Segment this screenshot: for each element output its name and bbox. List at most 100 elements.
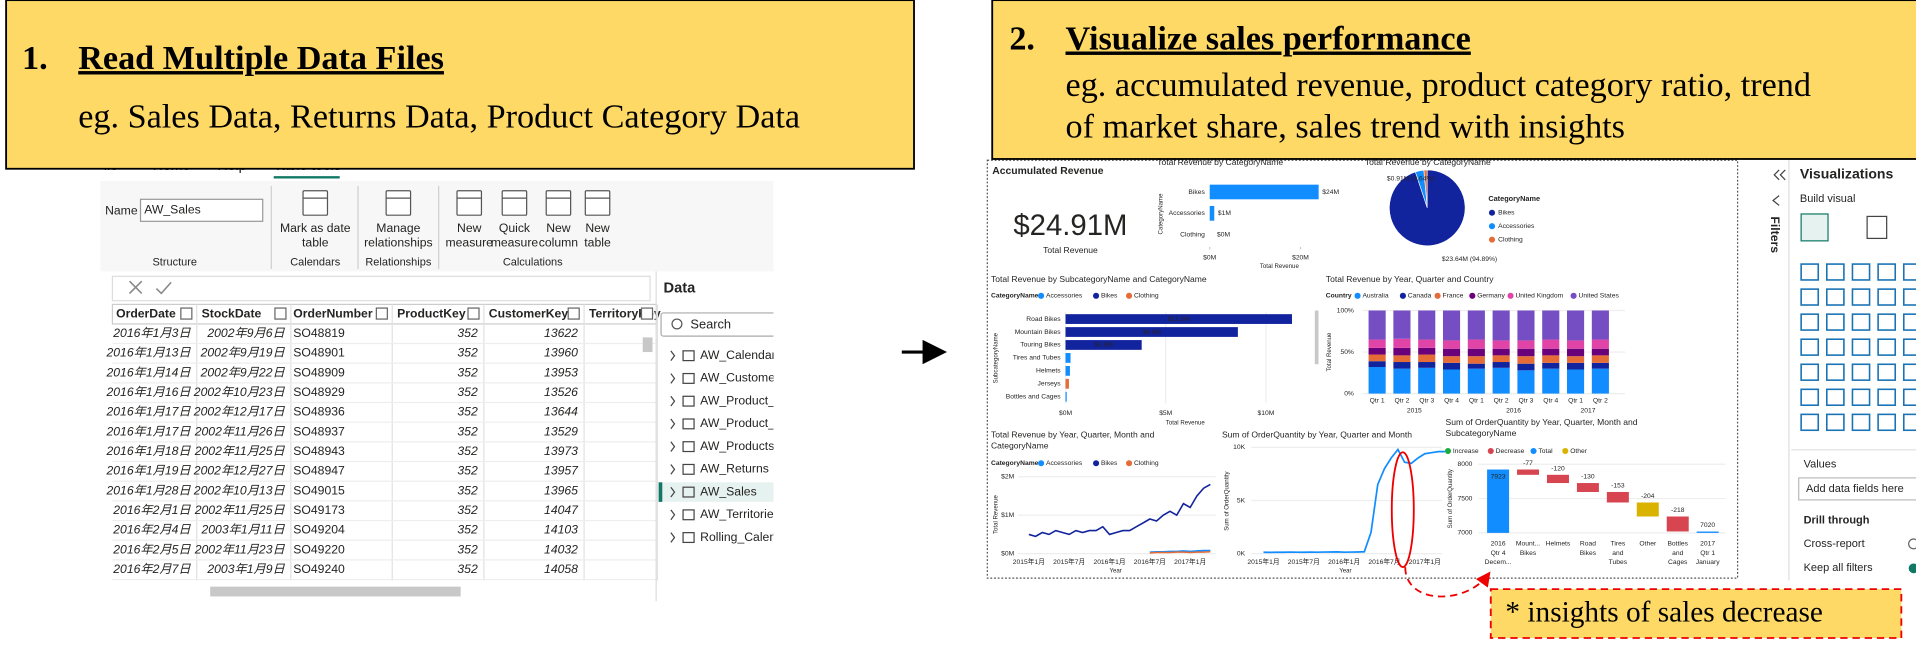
cell: 14103 (544, 523, 578, 537)
visual-icon[interactable] (1877, 313, 1897, 331)
visual-icon[interactable] (1877, 288, 1897, 306)
visual-icon[interactable] (1826, 338, 1845, 356)
cell: 2016年1月13日 (105, 346, 191, 360)
button-label[interactable]: New (546, 221, 571, 235)
button-icon[interactable] (545, 190, 572, 216)
button-label[interactable]: measure (491, 236, 539, 250)
visual-icon[interactable] (1800, 288, 1820, 306)
bar-segment (1492, 340, 1510, 349)
visual-icon[interactable] (1826, 388, 1845, 406)
visual-icon[interactable] (1851, 288, 1871, 306)
column-filter[interactable] (375, 307, 388, 320)
visual-icon[interactable] (1826, 413, 1845, 432)
visual-icon[interactable] (1902, 288, 1916, 306)
visual-icon[interactable] (1877, 413, 1897, 432)
chart-title: Sum of OrderQuantity by Year, Quarter, M… (1446, 417, 1638, 427)
hscroll[interactable] (210, 586, 461, 597)
visual-icon[interactable] (1877, 338, 1897, 356)
visual-icon[interactable] (1800, 363, 1820, 381)
visual-icon[interactable] (1800, 263, 1820, 281)
column-header[interactable]: OrderNumber (293, 306, 373, 320)
field-well[interactable] (1798, 477, 1916, 501)
button-label[interactable]: New (457, 221, 482, 235)
button-icon[interactable] (501, 190, 528, 216)
callout-box (1489, 588, 1903, 639)
step-subtitle: eg. Sales Data, Returns Data, Product Ca… (78, 99, 800, 136)
visual-icon[interactable] (1800, 313, 1820, 331)
visual-icon[interactable] (1851, 413, 1871, 432)
column-filter[interactable] (567, 307, 580, 320)
format-icon[interactable] (1866, 215, 1888, 240)
visual-icon[interactable] (1851, 363, 1871, 381)
toggle[interactable] (1908, 538, 1916, 550)
visual-icon[interactable] (1800, 338, 1820, 356)
x-tick-label: Qtr 1 (1370, 398, 1385, 405)
visual-icon[interactable] (1826, 363, 1845, 381)
visual-icon[interactable] (1826, 288, 1845, 306)
button-label[interactable]: relationships (364, 236, 433, 250)
button-icon[interactable] (385, 190, 412, 216)
bar-segment (1393, 347, 1411, 356)
value-label: $8.6M (1142, 329, 1161, 336)
table-name[interactable]: AW_Territories_ (700, 507, 787, 521)
visual-icon[interactable] (1877, 388, 1897, 406)
filters-label[interactable]: Filters (1768, 216, 1782, 253)
column-header[interactable]: ProductKey (397, 306, 466, 320)
name-input[interactable] (139, 198, 264, 222)
visual-icon[interactable] (1902, 363, 1916, 381)
visual-icon[interactable] (1851, 388, 1871, 406)
visual-icon[interactable] (1851, 263, 1871, 281)
visual-icon[interactable] (1826, 313, 1845, 331)
column-filter[interactable] (640, 307, 654, 320)
table-name[interactable]: Rolling_Calend (700, 530, 783, 544)
column-filter[interactable] (180, 307, 193, 320)
visual-icon[interactable] (1877, 263, 1897, 281)
table-icon (682, 395, 695, 407)
filter-icon[interactable] (1772, 195, 1780, 206)
visual-icon[interactable] (1800, 413, 1820, 432)
button-icon[interactable] (302, 190, 329, 216)
column-header[interactable]: CustomerKey (489, 306, 569, 320)
visual-icon[interactable] (1902, 413, 1916, 432)
button-icon[interactable] (456, 190, 483, 216)
table-name[interactable]: AW_Customers (700, 371, 785, 385)
visual-icon[interactable] (1902, 263, 1916, 281)
toggle[interactable] (1908, 563, 1916, 574)
table-name[interactable]: AW_Product_C (700, 393, 784, 407)
visual-icon[interactable] (1902, 338, 1916, 356)
visual-icon[interactable] (1877, 363, 1897, 381)
button-label[interactable]: Quick (499, 221, 531, 235)
visual-icon[interactable] (1902, 313, 1916, 331)
button-label[interactable]: measure (445, 236, 493, 250)
button-icon[interactable] (584, 190, 611, 216)
legend-label: Canada (1408, 293, 1432, 300)
column-filter[interactable] (274, 307, 287, 320)
visual-icon[interactable] (1800, 388, 1820, 406)
button-label[interactable]: Mark as date (280, 221, 351, 235)
table-name[interactable]: AW_Calendar_L (700, 348, 789, 362)
chevron (670, 395, 676, 407)
visual-icon[interactable] (1851, 313, 1871, 331)
column-filter[interactable] (467, 307, 480, 320)
table-name[interactable]: AW_Sales (700, 484, 757, 498)
column-header[interactable]: OrderDate (116, 306, 176, 320)
build-icon[interactable] (1800, 213, 1829, 242)
cell: 2016年1月28日 (105, 483, 191, 497)
button-label[interactable]: table (302, 236, 329, 250)
visual-icon[interactable] (1851, 338, 1871, 356)
bar-segment (1368, 347, 1386, 355)
button-label[interactable]: New (585, 221, 610, 235)
collapse-icon[interactable] (1773, 169, 1786, 181)
column-header[interactable]: StockDate (202, 306, 262, 320)
x-tick-label: $0M (1203, 255, 1216, 262)
button-label[interactable]: table (584, 236, 611, 250)
x-tick-label: Bikes (1520, 550, 1537, 557)
button-label[interactable]: column (539, 236, 578, 250)
search-box[interactable] (660, 312, 778, 337)
visual-icon[interactable] (1826, 263, 1845, 281)
table-name[interactable]: AW_Returns (700, 462, 769, 476)
table-name[interactable]: AW_Products_L (700, 439, 788, 453)
table-name[interactable]: AW_Product_S (700, 416, 783, 430)
visual-icon[interactable] (1902, 388, 1916, 406)
button-label[interactable]: Manage (376, 221, 420, 235)
